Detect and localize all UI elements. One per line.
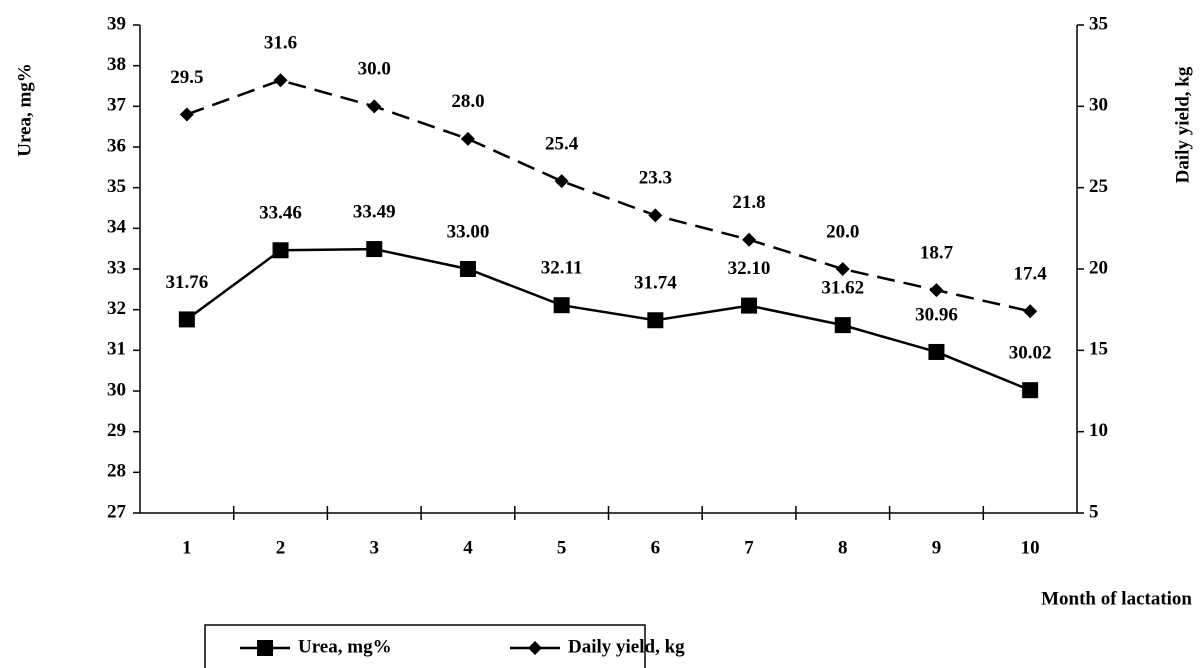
x-tick-label: 2: [276, 537, 286, 558]
data-label: 21.8: [732, 192, 765, 213]
marker: [835, 262, 850, 276]
marker: [1023, 304, 1038, 319]
marker: [459, 261, 476, 277]
data-label: 31.62: [821, 277, 864, 298]
data-label: 30.96: [915, 304, 958, 325]
marker: [178, 311, 195, 328]
x-tick-label: 5: [557, 537, 567, 558]
y2-tick-label: 20: [1089, 257, 1108, 278]
data-label: 33.00: [447, 221, 490, 242]
x-tick-label: 7: [744, 537, 754, 558]
marker: [648, 208, 663, 223]
data-label: 29.5: [170, 67, 203, 88]
marker: [741, 297, 758, 314]
series-line: [186, 78, 1031, 313]
data-label: 31.74: [634, 273, 677, 294]
marker: [460, 131, 475, 146]
data-label: 30.0: [358, 59, 391, 80]
marker: [928, 343, 945, 360]
marker: [257, 640, 273, 656]
y-tick-label: 35: [107, 176, 126, 197]
marker: [179, 107, 194, 122]
data-label: 32.11: [541, 258, 583, 279]
y-tick-label: 34: [107, 217, 127, 238]
y-tick-label: 28: [107, 461, 126, 482]
marker: [554, 174, 569, 189]
marker: [272, 242, 289, 259]
y-axis-title: Urea, mg%: [14, 63, 35, 157]
y2-tick-label: 25: [1089, 176, 1108, 197]
x-tick-label: 1: [182, 537, 192, 558]
legend-label: Urea, mg%: [298, 636, 392, 657]
series-line: [186, 247, 1031, 392]
legend-box: [204, 624, 646, 668]
y-tick-label: 31: [107, 339, 126, 360]
data-label: 25.4: [545, 134, 579, 155]
x-tick-label: 10: [1021, 537, 1040, 558]
y2-tick-label: 15: [1089, 339, 1108, 360]
y-tick-label: 39: [107, 13, 126, 34]
marker: [1022, 382, 1039, 399]
y2-tick-label: 5: [1089, 501, 1099, 522]
y2-tick-label: 10: [1089, 420, 1108, 441]
x-tick-label: 3: [370, 537, 380, 558]
y2-axis-title: Daily yield, kg: [1172, 66, 1193, 183]
marker: [929, 283, 944, 298]
x-tick-label: 9: [932, 537, 942, 558]
data-label: 17.4: [1014, 264, 1048, 285]
marker: [834, 317, 851, 334]
marker: [553, 297, 570, 314]
data-label: 28.0: [451, 91, 484, 112]
data-label: 33.46: [259, 203, 302, 224]
data-label: 31.76: [165, 272, 208, 293]
legend-label: Daily yield, kg: [568, 636, 685, 657]
y-tick-label: 29: [107, 420, 126, 441]
y-tick-label: 30: [107, 379, 126, 400]
data-label: 32.10: [728, 258, 771, 279]
marker: [528, 641, 542, 655]
y-tick-label: 36: [107, 135, 126, 156]
y-tick-label: 33: [107, 257, 126, 278]
data-label: 18.7: [920, 243, 954, 264]
data-label: 20.0: [826, 221, 859, 242]
y-tick-label: 37: [107, 95, 127, 116]
data-label: 30.02: [1009, 343, 1052, 364]
x-tick-label: 4: [463, 537, 473, 558]
data-label: 31.6: [264, 33, 297, 54]
y2-tick-label: 35: [1089, 13, 1108, 34]
marker: [742, 232, 757, 247]
marker: [647, 312, 664, 329]
marker: [273, 73, 288, 88]
x-axis-title: Month of lactation: [1041, 588, 1192, 609]
data-label: 23.3: [639, 168, 672, 189]
y2-tick-label: 30: [1089, 95, 1108, 116]
x-tick-label: 6: [651, 537, 661, 558]
data-label: 33.49: [353, 201, 396, 222]
y-tick-label: 32: [107, 298, 126, 319]
y-tick-label: 27: [107, 501, 127, 522]
marker: [367, 99, 382, 114]
y-tick-label: 38: [107, 54, 126, 75]
x-tick-label: 8: [838, 537, 848, 558]
marker: [366, 241, 383, 258]
